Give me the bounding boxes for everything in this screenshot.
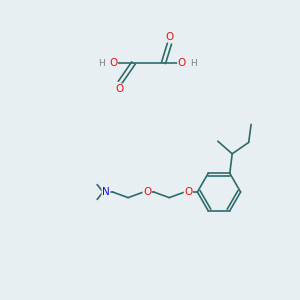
Text: O: O: [184, 187, 193, 197]
Text: N: N: [102, 187, 110, 197]
Text: H: H: [99, 58, 105, 68]
Text: O: O: [109, 58, 118, 68]
Text: O: O: [116, 84, 124, 94]
Text: O: O: [143, 187, 151, 197]
Text: O: O: [165, 32, 174, 42]
Text: H: H: [190, 58, 196, 68]
Text: O: O: [178, 58, 186, 68]
